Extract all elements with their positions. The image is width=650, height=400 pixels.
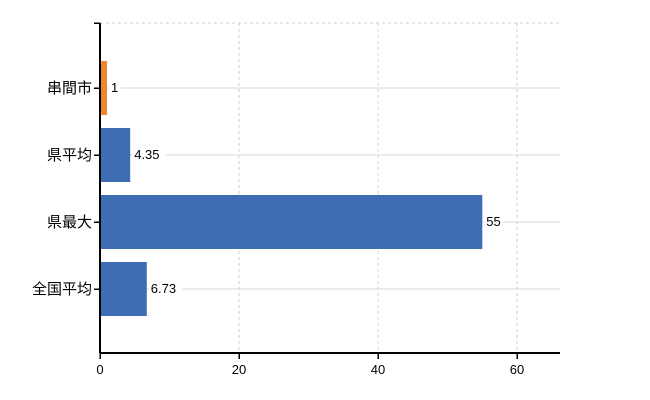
value-label-bg bbox=[148, 281, 183, 297]
category-label: 県最大 bbox=[47, 214, 92, 231]
category-label: 県平均 bbox=[47, 147, 92, 164]
value-label-bg bbox=[484, 214, 504, 230]
x-tick-label: 0 bbox=[96, 362, 103, 377]
value-label: 55 bbox=[486, 214, 500, 229]
x-tick-label: 60 bbox=[510, 362, 524, 377]
x-tick-label: 40 bbox=[371, 362, 385, 377]
value-label: 6.73 bbox=[151, 281, 176, 296]
bar-串間市 bbox=[100, 61, 107, 115]
bar-県最大 bbox=[100, 195, 483, 249]
bar-全国平均 bbox=[100, 262, 147, 316]
category-label: 全国平均 bbox=[32, 280, 92, 298]
value-label-bg bbox=[108, 80, 121, 96]
category-label: 串間市 bbox=[47, 80, 92, 97]
value-label: 4.35 bbox=[134, 147, 159, 162]
bar-県平均 bbox=[100, 128, 131, 182]
value-label-bg bbox=[132, 147, 167, 163]
x-tick-label: 20 bbox=[232, 362, 246, 377]
value-label: 1 bbox=[111, 80, 118, 95]
